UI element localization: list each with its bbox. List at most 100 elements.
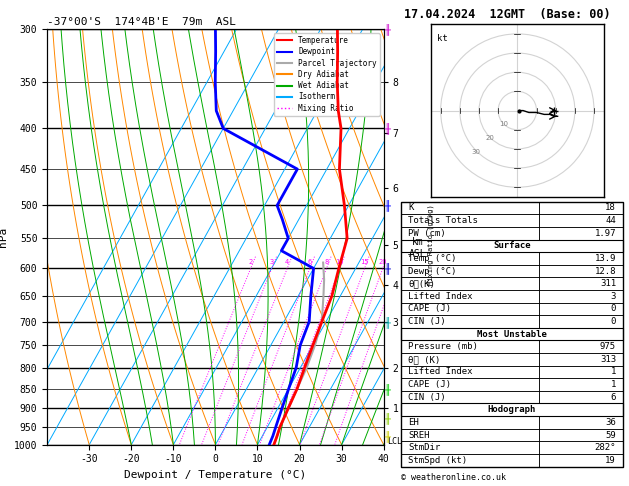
Text: CIN (J): CIN (J) [408, 317, 445, 326]
Text: Lifted Index: Lifted Index [408, 367, 472, 377]
Bar [401, 240, 623, 252]
Text: θᴇ (K): θᴇ (K) [408, 355, 440, 364]
Bar [401, 391, 538, 403]
Bar [401, 315, 538, 328]
Text: K: K [408, 204, 413, 212]
Bar [401, 214, 538, 227]
Text: LCL: LCL [387, 437, 402, 446]
Text: 10: 10 [499, 122, 508, 127]
Text: θᴇ(K): θᴇ(K) [408, 279, 435, 288]
Text: Totals Totals: Totals Totals [408, 216, 478, 225]
Text: StmDir: StmDir [408, 443, 440, 452]
Bar [401, 265, 538, 278]
Bar [401, 403, 623, 416]
Bar [401, 328, 623, 340]
Bar [538, 214, 623, 227]
Text: 59: 59 [605, 431, 616, 439]
Y-axis label: hPa: hPa [0, 227, 8, 247]
Text: CAPE (J): CAPE (J) [408, 304, 451, 313]
Text: 30: 30 [472, 149, 481, 155]
Bar [538, 227, 623, 240]
Text: 18: 18 [605, 204, 616, 212]
Text: ╫: ╫ [384, 200, 390, 211]
Text: 6: 6 [611, 393, 616, 402]
Bar [401, 454, 538, 467]
Bar [538, 290, 623, 303]
Text: 12.8: 12.8 [594, 266, 616, 276]
Bar [538, 353, 623, 365]
Bar [538, 378, 623, 391]
Bar [401, 202, 538, 214]
Text: 17.04.2024  12GMT  (Base: 00): 17.04.2024 12GMT (Base: 00) [404, 8, 611, 21]
Bar [538, 303, 623, 315]
Text: 975: 975 [600, 342, 616, 351]
Text: 0: 0 [611, 317, 616, 326]
Text: © weatheronline.co.uk: © weatheronline.co.uk [401, 473, 506, 482]
Text: 2: 2 [248, 259, 253, 265]
Text: Hodograph: Hodograph [488, 405, 536, 414]
Text: 1: 1 [611, 367, 616, 377]
Bar [401, 416, 538, 429]
Text: Most Unstable: Most Unstable [477, 330, 547, 339]
Text: 282°: 282° [594, 443, 616, 452]
Text: Surface: Surface [493, 242, 531, 250]
Text: StmSpd (kt): StmSpd (kt) [408, 456, 467, 465]
Text: Lifted Index: Lifted Index [408, 292, 472, 301]
Bar [401, 353, 538, 365]
Text: 313: 313 [600, 355, 616, 364]
Bar [538, 365, 623, 378]
Text: 20: 20 [486, 135, 494, 141]
Text: 311: 311 [600, 279, 616, 288]
Text: 3: 3 [611, 292, 616, 301]
Bar [401, 441, 538, 454]
Text: ╫: ╫ [384, 262, 390, 274]
Text: ╫: ╫ [384, 430, 390, 442]
Bar [401, 227, 538, 240]
Text: ╫: ╫ [384, 382, 390, 395]
Bar [401, 252, 538, 265]
Text: 0: 0 [611, 304, 616, 313]
Text: CIN (J): CIN (J) [408, 393, 445, 402]
Text: ╫: ╫ [384, 122, 390, 135]
Text: ╫: ╫ [384, 412, 390, 424]
Text: Temp (°C): Temp (°C) [408, 254, 456, 263]
Bar [538, 429, 623, 441]
Text: 13.9: 13.9 [594, 254, 616, 263]
Text: 8: 8 [325, 259, 329, 265]
Bar [538, 202, 623, 214]
Y-axis label: km
ASL: km ASL [409, 237, 427, 259]
Text: PW (cm): PW (cm) [408, 229, 445, 238]
Bar [538, 252, 623, 265]
X-axis label: Dewpoint / Temperature (°C): Dewpoint / Temperature (°C) [125, 470, 306, 480]
Text: 19: 19 [605, 456, 616, 465]
Legend: Temperature, Dewpoint, Parcel Trajectory, Dry Adiabat, Wet Adiabat, Isotherm, Mi: Temperature, Dewpoint, Parcel Trajectory… [274, 33, 380, 116]
Bar [538, 278, 623, 290]
Bar [538, 416, 623, 429]
Text: kt: kt [437, 34, 448, 43]
Text: Dewp (°C): Dewp (°C) [408, 266, 456, 276]
Bar [401, 365, 538, 378]
Text: 1.97: 1.97 [594, 229, 616, 238]
Text: ╫: ╫ [384, 23, 390, 35]
Text: 4: 4 [285, 259, 289, 265]
Bar [538, 441, 623, 454]
Text: 44: 44 [605, 216, 616, 225]
Bar [401, 378, 538, 391]
Bar [401, 340, 538, 353]
Text: CAPE (J): CAPE (J) [408, 380, 451, 389]
Text: 10: 10 [335, 259, 344, 265]
Bar [401, 429, 538, 441]
Text: 20: 20 [379, 259, 387, 265]
Text: 15: 15 [360, 259, 369, 265]
Text: 3: 3 [270, 259, 274, 265]
Bar [538, 265, 623, 278]
Text: 1: 1 [611, 380, 616, 389]
Text: Pressure (mb): Pressure (mb) [408, 342, 478, 351]
Text: ╫: ╫ [384, 315, 390, 328]
Bar [538, 391, 623, 403]
Bar [538, 454, 623, 467]
Text: 36: 36 [605, 418, 616, 427]
Text: EH: EH [408, 418, 419, 427]
Bar [401, 278, 538, 290]
Bar [538, 315, 623, 328]
